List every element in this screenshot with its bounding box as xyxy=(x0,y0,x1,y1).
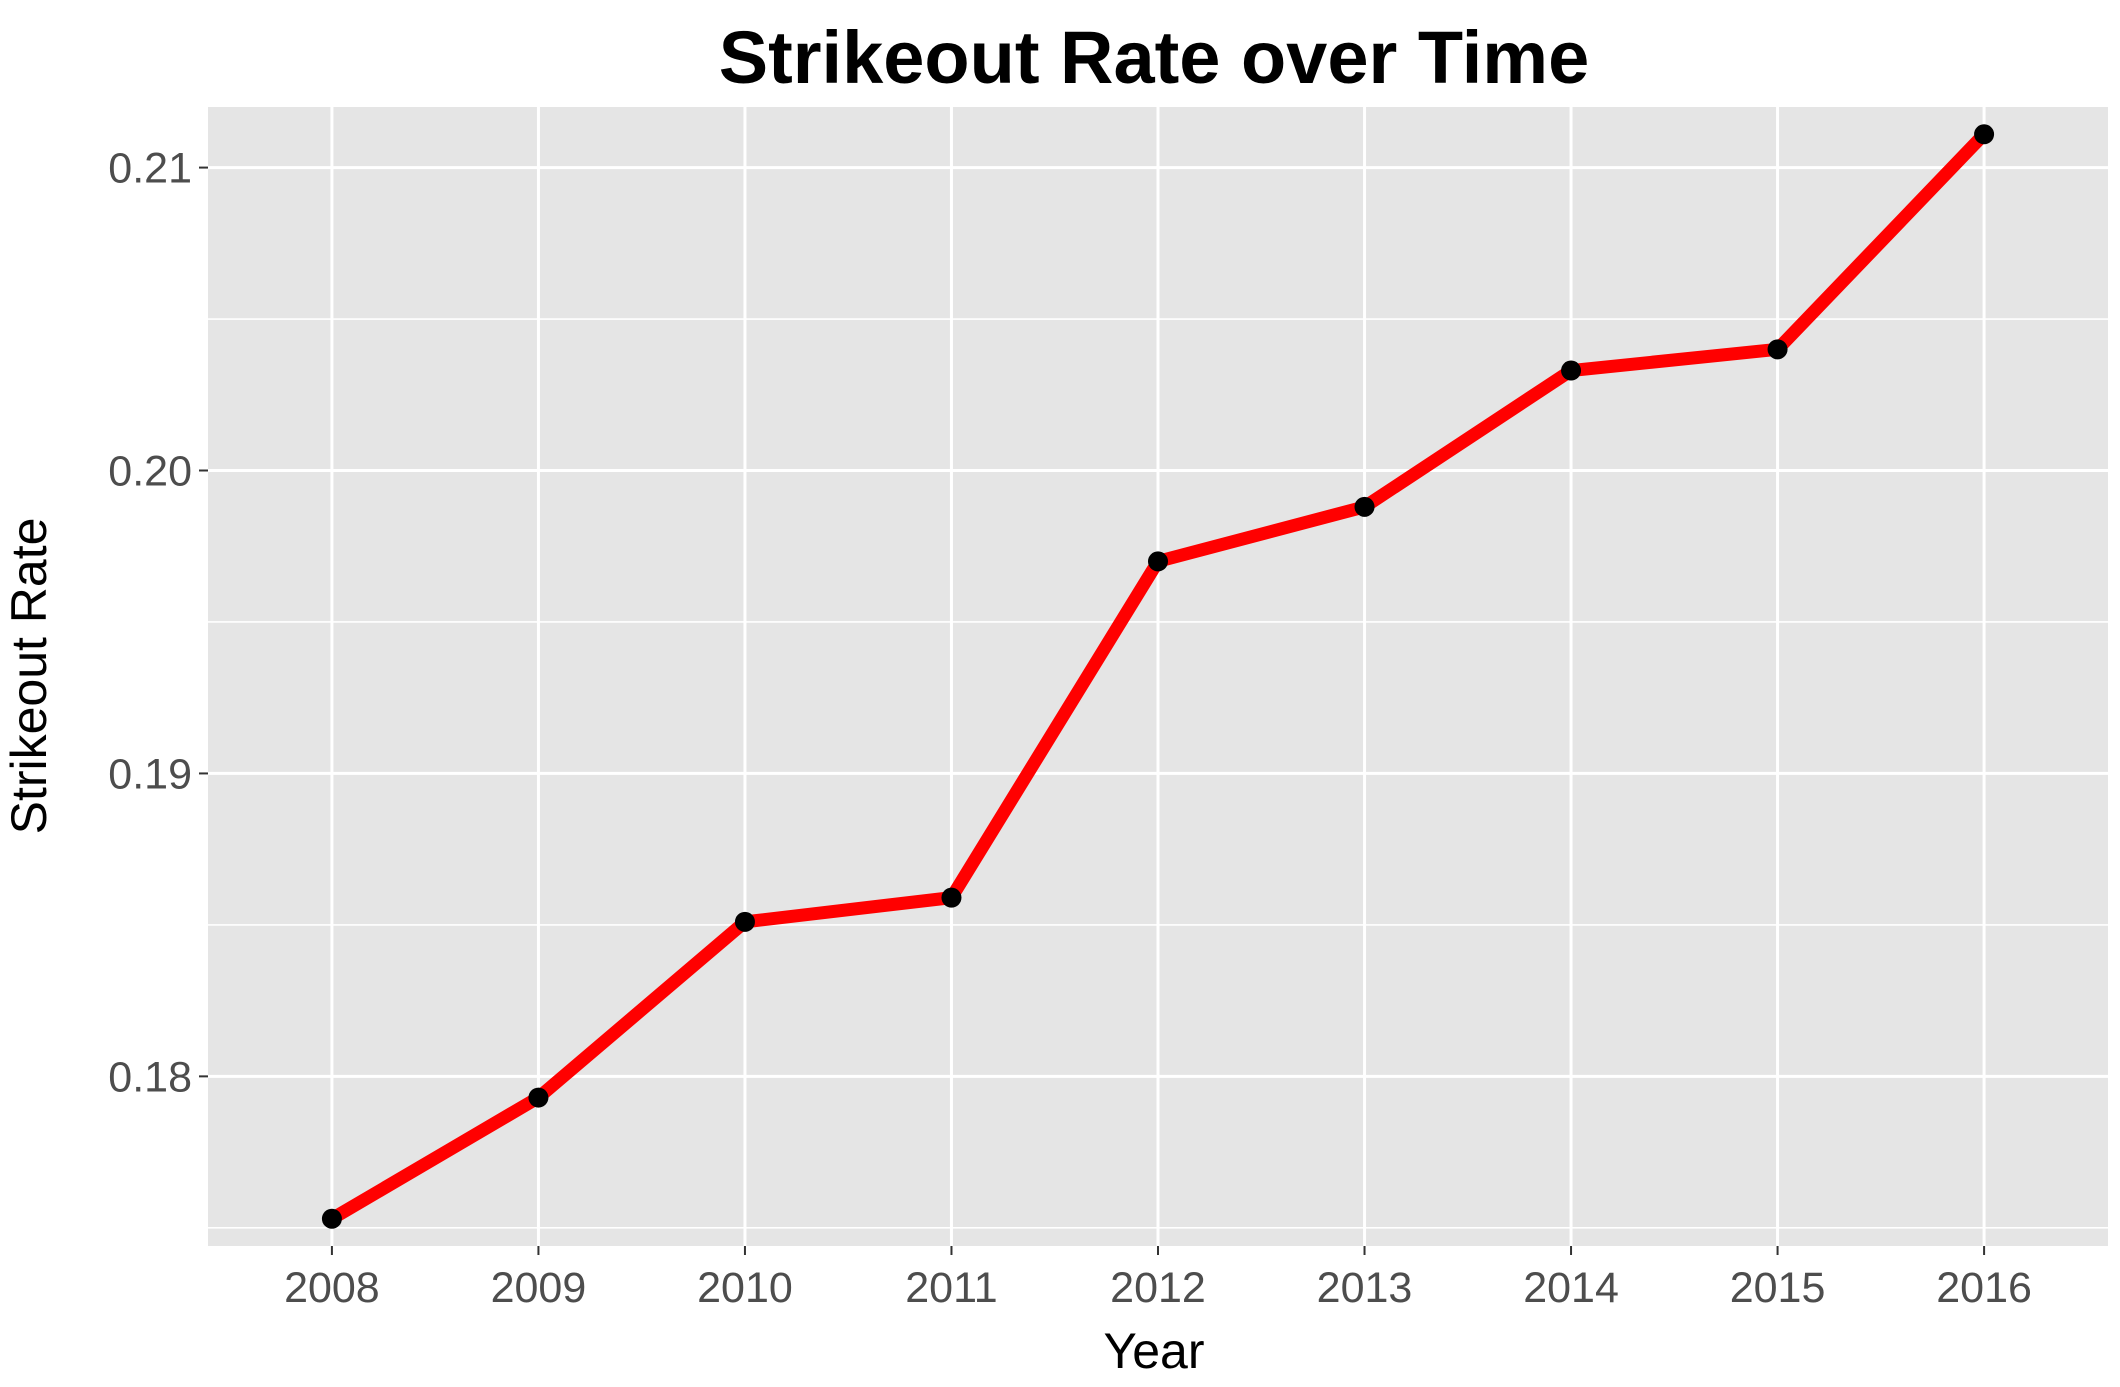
x-tick-label: 2009 xyxy=(491,1264,587,1312)
y-tick-label: 0.19 xyxy=(108,750,192,798)
data-point xyxy=(1974,124,1995,145)
data-point xyxy=(1561,360,1582,381)
x-axis-title: Year xyxy=(1103,1323,1204,1379)
points-layer xyxy=(321,124,1995,1229)
data-point xyxy=(321,1208,342,1229)
data-point xyxy=(1148,551,1168,572)
major-gridlines xyxy=(208,107,2108,1246)
x-tick-label: 2013 xyxy=(1317,1264,1413,1312)
data-point xyxy=(1767,339,1788,360)
data-point xyxy=(941,887,962,908)
y-tick-label: 0.18 xyxy=(108,1053,192,1101)
x-tick-label: 2014 xyxy=(1523,1264,1619,1312)
x-tick-label: 2011 xyxy=(905,1264,997,1312)
x-tick-label: 2016 xyxy=(1936,1264,2032,1312)
x-tick-label: 2012 xyxy=(1110,1264,1206,1312)
data-point xyxy=(734,911,755,932)
y-tick-label: 0.20 xyxy=(108,448,192,496)
x-axis-ticks: 2008 2009 2010 2011 2012 2013 2014 2015 2016 xyxy=(284,1246,2032,1312)
x-tick-label: 2015 xyxy=(1730,1264,1826,1312)
y-axis-title: Strikeout Rate xyxy=(1,518,57,835)
data-point xyxy=(1354,496,1375,517)
x-tick-label: 2008 xyxy=(284,1264,380,1312)
y-tick-label: 0.21 xyxy=(108,145,192,193)
chart-title: Strikeout Rate over Time xyxy=(719,16,1589,99)
x-tick-label: 2010 xyxy=(697,1264,793,1312)
data-point xyxy=(528,1087,549,1108)
y-axis-ticks: 0.18 0.19 0.20 0.21 xyxy=(108,145,208,1101)
